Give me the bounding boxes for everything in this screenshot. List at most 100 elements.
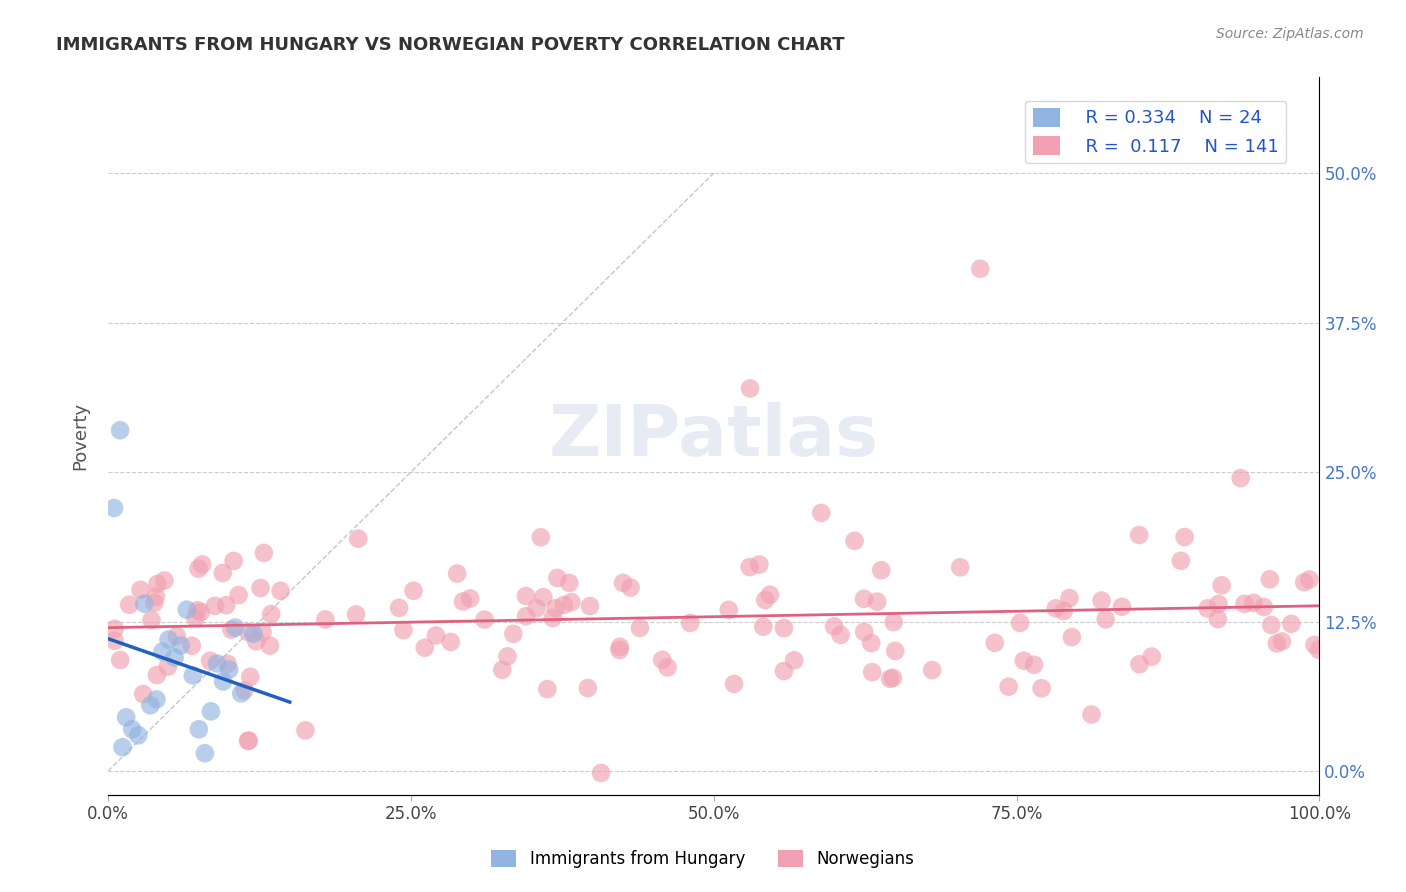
Point [1060,630,1083,644]
Point [553,598,575,612]
Point [186,603,208,617]
Point [628,621,651,635]
Point [211,566,233,580]
Point [530,530,553,544]
Point [491,663,513,677]
Point [166,629,188,643]
Point [1094,612,1116,626]
Point [754,593,776,607]
Point [108,423,131,437]
Point [949,560,972,574]
Point [1080,707,1102,722]
Point [392,623,415,637]
Point [215,599,238,613]
Point [1140,649,1163,664]
Point [738,560,761,574]
Point [228,588,250,602]
Point [451,594,474,608]
Point [198,654,221,668]
Point [270,583,292,598]
Point [496,649,519,664]
Point [212,674,235,689]
Point [502,627,524,641]
Point [866,594,889,608]
Y-axis label: Poverty: Poverty [72,402,89,470]
Point [440,635,463,649]
Point [238,625,260,640]
Point [1197,601,1219,615]
Point [1170,554,1192,568]
Point [242,626,264,640]
Point [239,670,262,684]
Point [883,615,905,630]
Point [558,575,581,590]
Point [1260,618,1282,632]
Point [221,623,243,637]
Point [546,571,568,585]
Point [531,590,554,604]
Point [314,612,336,626]
Point [218,663,240,677]
Point [153,574,176,588]
Point [127,728,149,742]
Legend: Immigrants from Hungary, Norwegians: Immigrants from Hungary, Norwegians [485,843,921,875]
Point [187,562,209,576]
Point [1279,616,1302,631]
Point [921,663,943,677]
Point [576,681,599,695]
Point [139,698,162,713]
Point [853,624,876,639]
Text: IMMIGRANTS FROM HUNGARY VS NORWEGIAN POVERTY CORRELATION CHART: IMMIGRANTS FROM HUNGARY VS NORWEGIAN POV… [56,36,845,54]
Point [1258,572,1281,586]
Point [118,598,141,612]
Point [204,599,226,613]
Point [347,532,370,546]
Point [759,588,782,602]
Point [260,607,283,621]
Point [810,506,832,520]
Legend:   R = 0.334    N = 24,   R =  0.117    N = 141: R = 0.334 N = 24, R = 0.117 N = 141 [1025,101,1286,163]
Point [1045,601,1067,615]
Point [997,680,1019,694]
Point [879,672,901,686]
Point [830,628,852,642]
Text: Source: ZipAtlas.com: Source: ZipAtlas.com [1216,27,1364,41]
Point [187,723,209,737]
Point [536,682,558,697]
Point [544,601,567,615]
Point [233,683,256,698]
Point [560,595,582,609]
Point [141,613,163,627]
Point [294,723,316,738]
Point [231,686,253,700]
Point [526,601,548,615]
Point [1010,615,1032,630]
Point [1053,604,1076,618]
Point [115,710,138,724]
Point [458,591,481,606]
Point [1128,528,1150,542]
Point [620,581,643,595]
Point [163,650,186,665]
Point [104,622,127,636]
Point [651,653,673,667]
Point [870,563,893,577]
Point [1271,634,1294,648]
Point [657,660,679,674]
Point [121,723,143,737]
Point [1265,636,1288,650]
Text: ZIPatlas: ZIPatlas [548,401,879,471]
Point [1059,591,1081,606]
Point [236,734,259,748]
Point [783,653,806,667]
Point [882,671,904,685]
Point [249,581,271,595]
Point [541,611,564,625]
Point [1111,599,1133,614]
Point [180,639,202,653]
Point [844,533,866,548]
Point [184,611,207,625]
Point [1298,573,1320,587]
Point [143,596,166,610]
Point [191,558,214,572]
